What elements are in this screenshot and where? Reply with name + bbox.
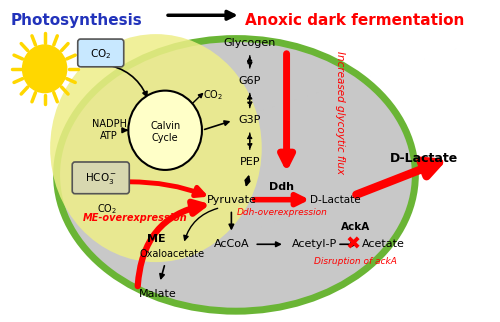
Text: Oxaloacetate: Oxaloacetate [139,249,204,259]
Circle shape [22,45,66,93]
Text: AckA: AckA [341,223,370,232]
Text: Disruption of ackA: Disruption of ackA [314,257,397,266]
Text: Calvin
Cycle: Calvin Cycle [150,121,180,143]
Text: NADPH
ATP: NADPH ATP [92,119,126,141]
Text: CO$_2$: CO$_2$ [203,89,223,102]
FancyBboxPatch shape [78,39,124,67]
Text: CO$_2$: CO$_2$ [90,47,112,61]
Text: Acetate: Acetate [362,239,405,249]
Text: ✖: ✖ [345,235,360,253]
Text: Ddh: Ddh [270,182,294,192]
FancyBboxPatch shape [72,162,130,194]
Text: CO$_2$: CO$_2$ [97,203,117,216]
Ellipse shape [56,39,416,311]
Text: Increased glycoytic flux: Increased glycoytic flux [335,51,345,174]
Text: ME: ME [146,234,166,244]
Text: Acetyl-P: Acetyl-P [292,239,337,249]
Text: D-Lactate: D-Lactate [390,152,458,165]
Text: G6P: G6P [238,76,261,86]
Text: Malate: Malate [139,289,176,299]
Text: Anoxic dark fermentation: Anoxic dark fermentation [245,13,464,28]
Text: Ddh-overexpression: Ddh-overexpression [236,208,328,217]
Text: HCO$_3^-$: HCO$_3^-$ [84,171,117,186]
Circle shape [128,90,202,170]
Text: G3P: G3P [238,115,261,125]
Text: AcCoA: AcCoA [214,239,249,249]
Text: Glycogen: Glycogen [224,38,276,48]
Ellipse shape [50,34,262,262]
Text: PEP: PEP [240,157,260,167]
Text: Pyruvate: Pyruvate [206,195,256,205]
Text: D-Lactate: D-Lactate [310,195,360,205]
Text: Photosynthesis: Photosynthesis [10,13,142,28]
Text: ME-overexpression: ME-overexpression [82,213,187,223]
